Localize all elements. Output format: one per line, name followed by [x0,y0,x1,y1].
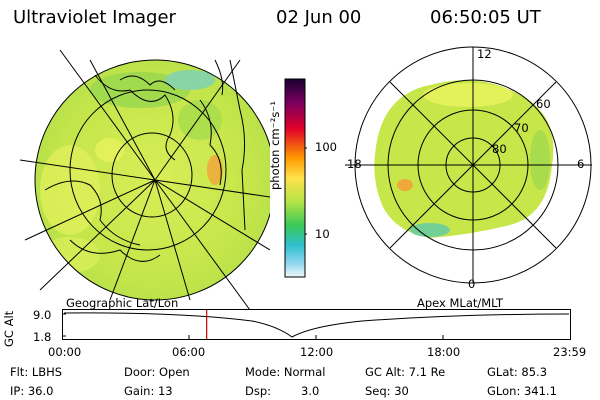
filter-info: Flt: LBHS [10,365,62,379]
timeline-left-label: Geographic Lat/Lon [66,296,178,310]
gc-alt-info: GC Alt: 7.1 Re [365,365,445,379]
seq-info: Seq: 30 [365,384,409,398]
timeline-x-tick-18: 18:00 [427,345,460,359]
polar-mlt-plot [330,40,600,300]
colorbar-tick-10: 10 [315,227,330,241]
timeline-x-tick-2359: 23:59 [553,345,586,359]
dsp-label: Dsp: [245,384,271,398]
date-label: 02 Jun 00 [276,7,361,28]
glat-info: GLat: 85.3 [487,365,547,379]
mlt-label-0: 0 [468,277,475,291]
colorbar-unit-label: photon cm⁻²s⁻¹ [268,101,282,190]
timeline-right-label: Apex MLat/MLT [417,296,503,310]
mode-info: Mode: Normal [245,365,325,379]
gain-info: Gain: 13 [124,384,173,398]
mlat-label-80: 80 [492,142,507,156]
time-label: 06:50:05 UT [430,7,541,28]
mlt-label-12: 12 [477,47,492,61]
timeline-y-title: GC Alt [2,311,16,347]
timeline-y-tick-1-8: 1.8 [33,330,51,344]
mlat-label-70: 70 [514,121,529,135]
timeline-x-tick-06: 06:00 [172,345,205,359]
color-scale-bar [283,78,307,278]
mlt-label-18: 18 [347,157,362,171]
geographic-map [0,40,270,310]
timeline-y-tick-9: 9.0 [33,308,51,322]
timeline-x-tick-12: 12:00 [300,345,333,359]
mlt-label-6: 6 [577,157,584,171]
instrument-title: Ultraviolet Imager [13,7,176,28]
door-info: Door: Open [124,365,190,379]
timeline-x-tick-00: 00:00 [48,345,81,359]
mlat-label-60: 60 [536,97,551,111]
altitude-timeline [62,309,572,343]
glon-info: GLon: 341.1 [487,384,557,398]
ip-info: IP: 36.0 [10,384,53,398]
dsp-value: 3.0 [301,384,319,398]
